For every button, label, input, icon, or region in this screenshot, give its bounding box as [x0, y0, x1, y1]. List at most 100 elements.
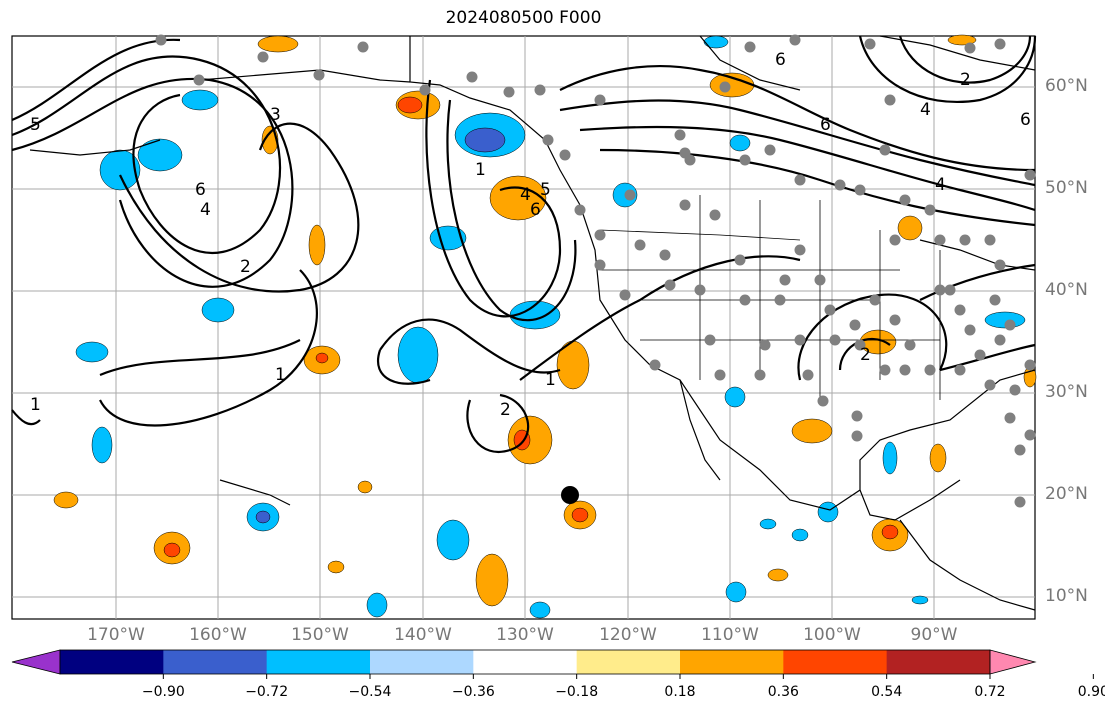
colorbar-tick-label: −0.90	[141, 684, 185, 700]
contour-line	[939, 343, 1036, 372]
station-dot	[984, 234, 996, 246]
station-dot	[974, 349, 986, 361]
station-dot	[899, 364, 911, 376]
station-dot	[864, 38, 876, 50]
colorbar-tick-label: −0.72	[245, 684, 289, 700]
lon-tick-label: 170°W	[87, 625, 145, 645]
station-dot	[542, 134, 554, 146]
anomaly-patch	[53, 491, 79, 509]
colorbar-segment	[473, 650, 578, 674]
contour-label: 4	[520, 185, 531, 205]
station-dot	[954, 364, 966, 376]
state-border	[599, 229, 801, 241]
contour-line	[559, 99, 1036, 187]
anomaly-patch	[75, 341, 109, 363]
station-dot	[889, 314, 901, 326]
contour-label: 2	[500, 400, 511, 420]
station-dot	[559, 149, 571, 161]
station-dot	[794, 174, 806, 186]
station-dot	[954, 304, 966, 316]
colorbar-segment	[370, 650, 474, 674]
station-dot	[779, 274, 791, 286]
contour-line	[579, 125, 1036, 212]
station-dot	[739, 294, 751, 306]
station-dot	[734, 254, 746, 266]
contour-label: 1	[30, 395, 41, 415]
coastline	[219, 479, 291, 506]
contour-line	[99, 269, 318, 427]
station-dot	[649, 359, 661, 371]
station-dot	[466, 71, 478, 83]
coastline	[29, 139, 161, 156]
station-dot	[884, 94, 896, 106]
station-dot	[774, 294, 786, 306]
anomaly-patch	[759, 518, 777, 530]
colorbar-segment	[266, 650, 371, 674]
contour-line	[446, 99, 577, 322]
contour-line	[11, 55, 282, 254]
station-dot	[754, 369, 766, 381]
station-dot	[503, 86, 515, 98]
station-dot	[1004, 319, 1016, 331]
anomaly-patch	[489, 175, 547, 221]
contour-line	[119, 122, 360, 293]
station-dot	[709, 209, 721, 221]
colorbar-tick-label: −0.54	[348, 684, 392, 700]
station-dot	[1024, 169, 1036, 181]
anomaly-patch	[897, 215, 923, 241]
station-dot	[964, 42, 976, 54]
colorbar-segment	[576, 650, 681, 674]
station-dot	[1014, 496, 1026, 508]
contour-label: 4	[200, 200, 211, 220]
colorbar-segment	[60, 650, 164, 674]
station-dot	[759, 339, 771, 351]
anomaly-patch	[767, 568, 789, 582]
anomaly-patch	[257, 35, 299, 53]
lat-tick-label: 10°N	[1045, 586, 1088, 606]
station-dot	[594, 94, 606, 106]
anomaly-patch	[137, 138, 183, 172]
station-dot	[964, 324, 976, 336]
contour-line	[11, 38, 181, 122]
station-dot	[694, 284, 706, 296]
lat-tick-label: 40°N	[1045, 280, 1088, 300]
anomaly-patch	[163, 542, 181, 558]
colorbar-tick-label: 0.72	[974, 684, 1006, 700]
contour-line	[559, 65, 1036, 172]
colorbar-tick-label: −0.36	[451, 684, 495, 700]
coastline	[679, 379, 721, 481]
station-dot	[899, 194, 911, 206]
colorbar-segment	[163, 650, 268, 674]
station-dot	[419, 84, 431, 96]
lat-tick-label: 60°N	[1045, 76, 1088, 96]
anomaly-patch	[201, 297, 235, 323]
contour-line	[898, 35, 1032, 84]
contour-label: 5	[30, 115, 41, 135]
coastlines	[29, 35, 1036, 611]
anomaly-patch	[882, 441, 898, 475]
contour-label: 4	[935, 175, 946, 195]
station-dot	[994, 38, 1006, 50]
anomaly-patch	[947, 34, 977, 46]
contour-label: 4	[920, 100, 931, 120]
station-dot	[674, 129, 686, 141]
colorbar-extend-max	[989, 649, 1037, 675]
colorbar-tick-label: 0.18	[664, 684, 696, 700]
storm-marker-dot	[561, 486, 579, 504]
station-dot	[1024, 429, 1036, 441]
contour-line	[466, 393, 530, 453]
station-dot	[944, 284, 956, 296]
anomaly-patch	[881, 524, 899, 540]
anomaly-patch	[724, 386, 746, 408]
station-dot	[802, 369, 814, 381]
colorbar-tick-label: 0.54	[871, 684, 903, 700]
station-dot	[624, 189, 636, 201]
station-dot	[879, 144, 891, 156]
station-dot	[744, 41, 756, 53]
contour-label: 6	[775, 50, 786, 70]
station-dot	[764, 144, 776, 156]
station-dot	[829, 334, 841, 346]
anomaly-patch	[475, 553, 509, 607]
